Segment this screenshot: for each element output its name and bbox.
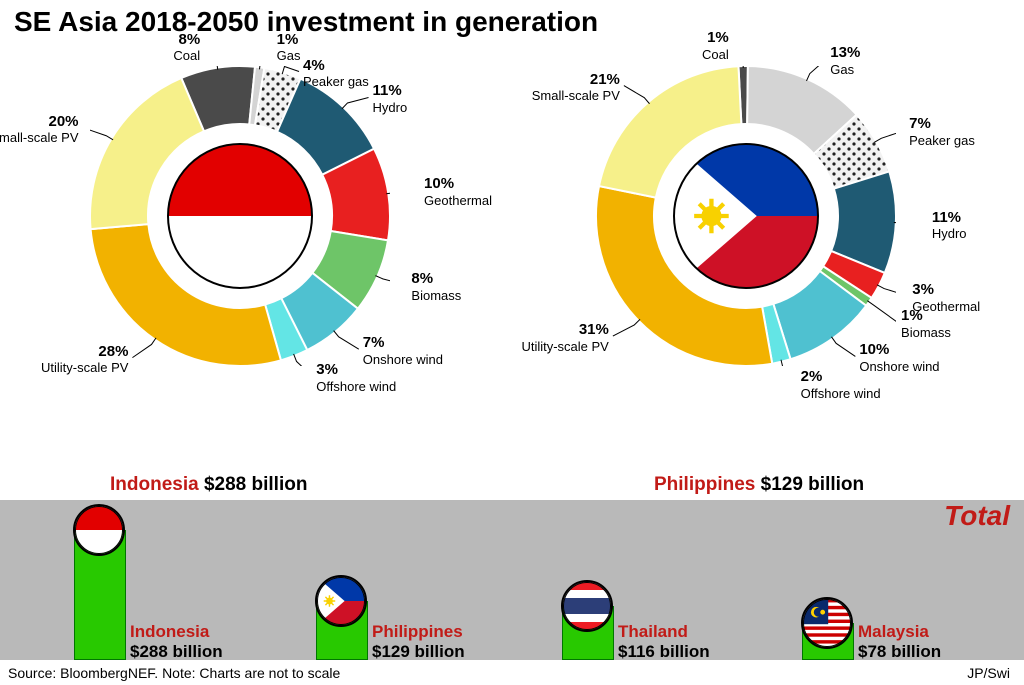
slice-label: 1%Gas <box>277 32 301 64</box>
philippines-flag-icon <box>674 144 818 288</box>
subhead-indonesia: Indonesia $288 billion <box>110 474 307 496</box>
slice-label: 31%Utility-scale PV <box>521 322 608 354</box>
slice-label: 1%Coal <box>702 30 729 62</box>
subhead-philippines: Philippines $129 billion <box>654 474 864 496</box>
source-footer: Source: BloombergNEF. Note: Charts are n… <box>8 665 340 681</box>
slice-label: 2%Offshore wind <box>801 369 881 401</box>
slice-label: 28%Utility-scale PV <box>41 344 128 376</box>
total-bar-thailand: Thailand$116 billion <box>562 608 612 660</box>
malaysia-flag-icon <box>801 597 853 649</box>
bar-label: Thailand$116 billion <box>618 622 710 662</box>
donut-indonesia: 1%Gas4%Peaker gas11%Hydro10%Geothermal8%… <box>90 66 390 366</box>
slice-label: 7%Peaker gas <box>909 116 975 148</box>
thailand-flag-icon <box>561 580 613 632</box>
credit: JP/Swi <box>967 665 1010 681</box>
bar-label: Philippines$129 billion <box>372 622 465 662</box>
slice-label: 3%Offshore wind <box>316 362 396 394</box>
slice-label: 21%Small-scale PV <box>532 72 620 104</box>
slice-label: 13%Gas <box>830 45 860 77</box>
total-heading: Total <box>944 500 1010 532</box>
total-bar-malaysia: Malaysia$78 billion <box>802 625 852 660</box>
slice-label: 8%Biomass <box>411 271 461 303</box>
donut-philippines: 13%Gas7%Peaker gas11%Hydro3%Geothermal1%… <box>596 66 896 366</box>
slice-label: 11%Hydro <box>373 83 408 115</box>
slice-label: 1%Biomass <box>901 308 951 340</box>
slice-label: 20%Small-scale PV <box>0 114 79 146</box>
bar-label: Indonesia$288 billion <box>130 622 223 662</box>
philippines-flag-icon <box>315 575 367 627</box>
bar-label: Malaysia$78 billion <box>858 622 941 662</box>
total-bar-philippines: Philippines$129 billion <box>316 603 366 660</box>
slice-label: 4%Peaker gas <box>303 58 369 90</box>
total-bar-indonesia: Indonesia$288 billion <box>74 532 124 660</box>
indonesia-flag-icon <box>168 144 312 288</box>
slice-label: 11%Hydro <box>932 210 967 242</box>
indonesia-flag-icon <box>73 504 125 556</box>
slice-label: 8%Coal <box>173 32 200 64</box>
slice-label: 10%Geothermal <box>424 176 492 208</box>
page-title: SE Asia 2018-2050 investment in generati… <box>14 6 598 38</box>
